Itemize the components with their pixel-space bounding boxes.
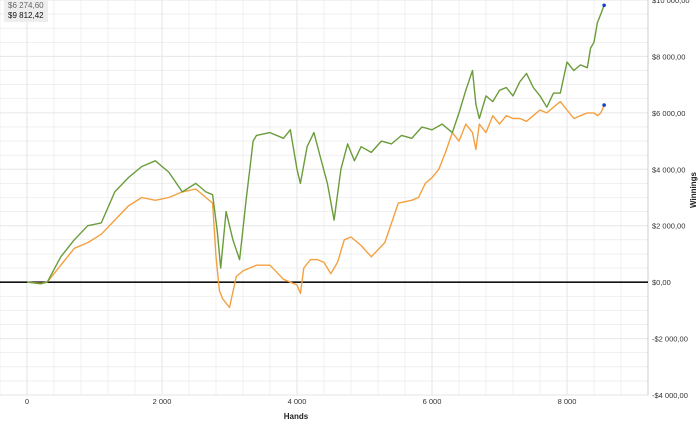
series-line-1 bbox=[26, 5, 605, 285]
x-tick-label: 0 bbox=[25, 397, 29, 406]
x-tick-labels: 0 2 000 4 000 6 000 8 000 bbox=[25, 397, 576, 406]
y-tick-label: $8 000,00 bbox=[652, 52, 685, 61]
x-tick-label: 2 000 bbox=[153, 397, 172, 406]
endpoint-markers bbox=[602, 3, 606, 107]
y-axis-label: Winnings bbox=[689, 171, 698, 207]
y-tick-label: $4 000,00 bbox=[652, 165, 685, 174]
legend: $6 274,60 $9 812,42 bbox=[4, 0, 48, 22]
y-tick-labels: -$4 000,00 -$2 000,00 $0,00 $2 000,00 $4 000… bbox=[652, 0, 690, 400]
x-tick-label: 6 000 bbox=[423, 397, 442, 406]
y-tick-label: -$4 000,00 bbox=[652, 391, 688, 400]
y-tick-label: $2 000,00 bbox=[652, 222, 685, 231]
x-axis-label: Hands bbox=[284, 412, 309, 421]
legend-value-series-1: $9 812,42 bbox=[8, 11, 44, 20]
x-tick-label: 4 000 bbox=[288, 397, 307, 406]
y-tick-label: $10 000,00 bbox=[652, 0, 690, 5]
grid bbox=[0, 0, 649, 396]
endpoint-marker-2 bbox=[602, 103, 606, 107]
endpoint-marker-1 bbox=[602, 3, 606, 8]
series-layer bbox=[26, 5, 605, 309]
series-line-2 bbox=[26, 100, 605, 309]
legend-value-series-2: $6 274,60 bbox=[8, 1, 44, 10]
x-tick-label: 8 000 bbox=[558, 397, 577, 406]
y-tick-label: $0,00 bbox=[652, 278, 671, 287]
y-tick-label: $6 000,00 bbox=[652, 109, 685, 118]
y-tick-label: -$2 000,00 bbox=[652, 335, 688, 344]
